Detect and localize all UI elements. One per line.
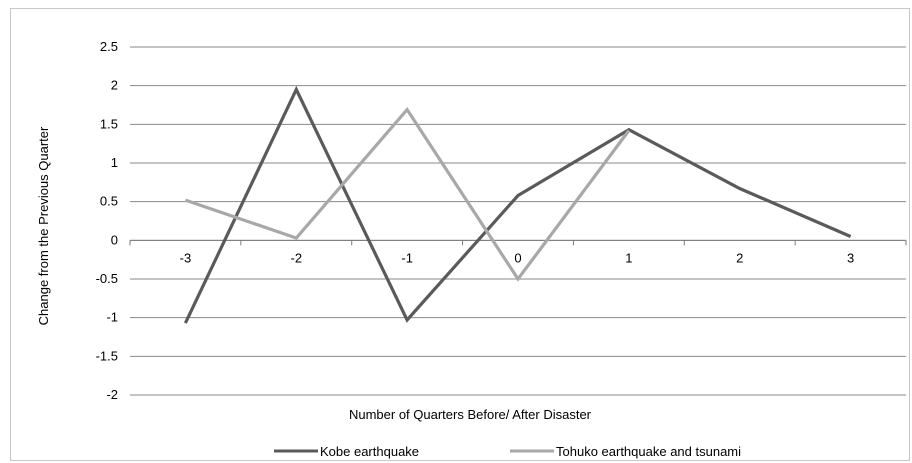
y-axis-label: Change from the Previous Quarter — [36, 126, 51, 325]
legend-label-kobe: Kobe earthquake — [320, 444, 419, 459]
y-tick-label: 1.5 — [100, 116, 118, 131]
series-lines — [183, 85, 852, 324]
y-tick-label: -2 — [106, 387, 118, 402]
x-axis — [129, 239, 907, 246]
x-tick-label: -1 — [401, 250, 413, 265]
legend-label-tohuko: Tohuko earthquake and tsunami — [556, 444, 741, 459]
legend: Kobe earthquake Tohuko earthquake and ts… — [274, 444, 741, 459]
y-tick-label: -0.5 — [96, 271, 118, 286]
y-tick-label: -1 — [106, 310, 118, 325]
x-tick-labels: -3 -2 -1 0 1 2 3 — [180, 250, 855, 265]
x-tick-label: 0 — [514, 250, 521, 265]
y-tick-label: 2.5 — [100, 39, 118, 54]
x-tick-label: -3 — [180, 250, 192, 265]
x-tick-label: 2 — [736, 250, 743, 265]
x-tick-label: -2 — [291, 250, 303, 265]
x-axis-label: Number of Quarters Before/ After Disaste… — [349, 407, 592, 422]
x-tick-label: 1 — [625, 250, 632, 265]
y-tick-label: 1 — [111, 155, 118, 170]
y-tick-labels: 2.5 2 1.5 1 0.5 0 -0.5 -1 -1.5 -2 — [96, 39, 118, 402]
y-tick-label: -1.5 — [96, 348, 118, 363]
y-tick-label: 0 — [111, 232, 118, 247]
x-tick-label: 3 — [847, 250, 854, 265]
series-line-0 — [183, 85, 852, 324]
y-tick-label: 2 — [111, 78, 118, 93]
y-tick-label: 0.5 — [100, 194, 118, 209]
series-line-1 — [184, 106, 631, 282]
chart-frame — [10, 8, 910, 461]
